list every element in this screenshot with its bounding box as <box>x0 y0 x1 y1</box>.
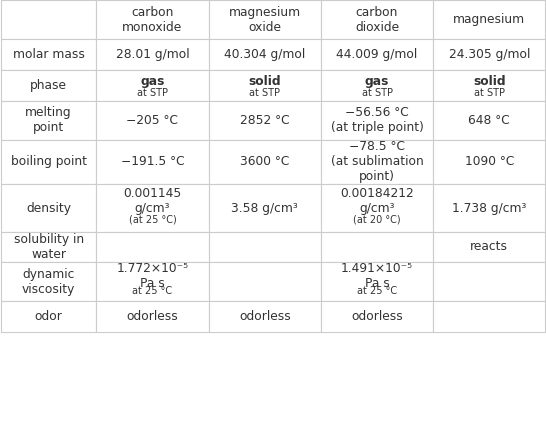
Bar <box>209 262 321 301</box>
Bar <box>433 39 545 70</box>
Bar <box>96 232 209 262</box>
Bar <box>433 0 545 39</box>
Bar <box>209 301 321 332</box>
Bar <box>321 101 433 140</box>
Bar <box>433 70 545 101</box>
Bar <box>96 70 209 101</box>
Bar <box>1 0 96 39</box>
Text: solid: solid <box>473 75 506 88</box>
Bar <box>433 262 545 301</box>
Text: magnesium: magnesium <box>453 13 525 26</box>
Bar <box>96 140 209 184</box>
Bar <box>209 232 321 262</box>
Bar <box>96 262 209 301</box>
Bar <box>433 232 545 262</box>
Text: 0.00184212
g/cm³: 0.00184212 g/cm³ <box>340 187 414 215</box>
Text: solubility in
water: solubility in water <box>14 233 84 261</box>
Text: solid: solid <box>248 75 281 88</box>
Bar <box>1 101 96 140</box>
Text: at 25 °C: at 25 °C <box>357 286 397 296</box>
Text: odor: odor <box>35 310 63 323</box>
Text: 3.58 g/cm³: 3.58 g/cm³ <box>232 202 298 214</box>
Text: 28.01 g/mol: 28.01 g/mol <box>116 48 189 61</box>
Bar <box>1 39 96 70</box>
Bar <box>1 140 96 184</box>
Bar <box>433 101 545 140</box>
Text: gas: gas <box>140 75 165 88</box>
Text: 44.009 g/mol: 44.009 g/mol <box>336 48 418 61</box>
Bar <box>321 262 433 301</box>
Text: −56.56 °C
(at triple point): −56.56 °C (at triple point) <box>331 106 424 134</box>
Bar <box>321 301 433 332</box>
Text: magnesium
oxide: magnesium oxide <box>229 6 301 34</box>
Text: at 25 °C: at 25 °C <box>133 286 173 296</box>
Text: (at 25 °C): (at 25 °C) <box>129 214 176 224</box>
Bar <box>321 140 433 184</box>
Text: 648 °C: 648 °C <box>468 114 510 127</box>
Bar <box>96 101 209 140</box>
Text: 3600 °C: 3600 °C <box>240 155 289 169</box>
Bar <box>433 140 545 184</box>
Text: odorless: odorless <box>239 310 290 323</box>
Text: carbon
dioxide: carbon dioxide <box>355 6 399 34</box>
Text: reacts: reacts <box>470 241 508 253</box>
Text: gas: gas <box>365 75 389 88</box>
Bar <box>96 39 209 70</box>
Bar <box>209 184 321 232</box>
Text: carbon
monoxide: carbon monoxide <box>122 6 182 34</box>
Text: 1.738 g/cm³: 1.738 g/cm³ <box>452 202 526 214</box>
Text: (at 20 °C): (at 20 °C) <box>353 214 401 224</box>
Text: at STP: at STP <box>137 88 168 98</box>
Bar <box>96 301 209 332</box>
Bar <box>96 0 209 39</box>
Bar <box>209 140 321 184</box>
Bar <box>1 232 96 262</box>
Bar <box>209 39 321 70</box>
Text: melting
point: melting point <box>25 106 72 134</box>
Bar <box>321 232 433 262</box>
Text: −205 °C: −205 °C <box>127 114 179 127</box>
Bar <box>321 0 433 39</box>
Text: boiling point: boiling point <box>11 155 87 169</box>
Text: at STP: at STP <box>250 88 280 98</box>
Text: 40.304 g/mol: 40.304 g/mol <box>224 48 305 61</box>
Text: odorless: odorless <box>127 310 179 323</box>
Text: 0.001145
g/cm³: 0.001145 g/cm³ <box>123 187 182 215</box>
Bar <box>209 70 321 101</box>
Bar <box>96 184 209 232</box>
Text: phase: phase <box>30 79 67 92</box>
Bar <box>209 0 321 39</box>
Bar <box>433 301 545 332</box>
Bar <box>1 70 96 101</box>
Bar <box>1 184 96 232</box>
Text: 1090 °C: 1090 °C <box>465 155 514 169</box>
Bar <box>433 184 545 232</box>
Text: 1.491×10⁻⁵
Pa s: 1.491×10⁻⁵ Pa s <box>341 262 413 290</box>
Text: at STP: at STP <box>361 88 393 98</box>
Text: at STP: at STP <box>474 88 505 98</box>
Bar <box>321 39 433 70</box>
Text: 24.305 g/mol: 24.305 g/mol <box>449 48 530 61</box>
Bar <box>1 301 96 332</box>
Text: molar mass: molar mass <box>13 48 85 61</box>
Text: odorless: odorless <box>351 310 403 323</box>
Text: 1.772×10⁻⁵
Pa s: 1.772×10⁻⁵ Pa s <box>116 262 188 290</box>
Bar <box>321 184 433 232</box>
Text: 2852 °C: 2852 °C <box>240 114 289 127</box>
Text: density: density <box>26 202 71 214</box>
Text: −191.5 °C: −191.5 °C <box>121 155 185 169</box>
Bar <box>321 70 433 101</box>
Text: −78.5 °C
(at sublimation
point): −78.5 °C (at sublimation point) <box>331 140 423 184</box>
Bar <box>209 101 321 140</box>
Bar <box>1 262 96 301</box>
Text: dynamic
viscosity: dynamic viscosity <box>22 268 75 296</box>
